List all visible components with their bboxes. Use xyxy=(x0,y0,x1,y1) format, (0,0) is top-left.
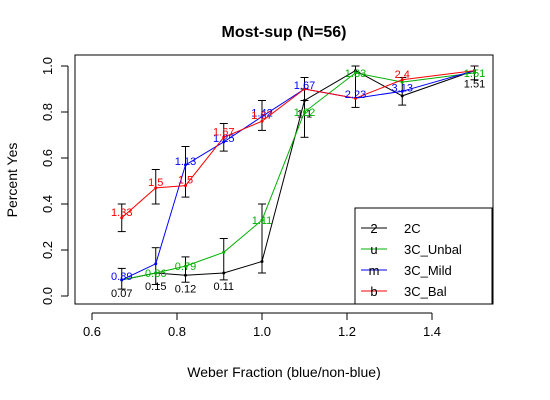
point-label-3c-unbal: 1.22 xyxy=(294,107,315,119)
data-point-3c-unbal xyxy=(303,110,306,114)
point-label-3c-mild: 1.25 xyxy=(213,133,234,145)
point-label-3c-bal: 1.5 xyxy=(178,175,193,187)
data-point-3c-unbal xyxy=(222,250,226,254)
y-tick-label: 0.6 xyxy=(40,149,55,167)
point-label-2c: 1.51 xyxy=(464,79,485,91)
data-point-3c-bal xyxy=(260,119,264,123)
data-point-3c-unbal xyxy=(473,71,476,75)
plot-frame xyxy=(74,54,494,305)
point-label-3c-mild: 0.89 xyxy=(111,271,132,283)
legend-symbol: u xyxy=(370,242,377,257)
data-point-3c-bal xyxy=(154,186,158,190)
legend-label: 3C_Bal xyxy=(404,284,447,299)
legend-symbol: b xyxy=(370,284,377,299)
data-point-2c xyxy=(222,271,226,275)
chart-title: Most-sup (N=56) xyxy=(222,24,347,41)
data-point-3c-unbal xyxy=(184,264,187,268)
data-point-3c-bal xyxy=(184,184,187,188)
y-tick-label: 0.0 xyxy=(40,287,55,305)
legend-symbol: m xyxy=(369,263,380,278)
data-point-3c-unbal xyxy=(354,71,357,75)
legend-label: 2C xyxy=(404,221,421,236)
point-label-3c-mild: 1.13 xyxy=(175,156,196,168)
data-point-3c-unbal xyxy=(260,218,264,222)
legend-symbol: 2 xyxy=(370,221,377,236)
legend-box xyxy=(354,207,493,305)
point-label-3c-unbal: 0.86 xyxy=(145,268,166,280)
data-point-3c-bal xyxy=(120,216,124,220)
data-point-3c-unbal xyxy=(154,271,158,275)
point-labels: 0.07 0.15 0.12 0.11 1.1 1.51 0.86 0.79 1.11 1.22 1… xyxy=(111,68,485,300)
x-axis: 0.6 0.8 1.0 1.2 1.4 xyxy=(83,312,441,339)
data-point-3c-bal xyxy=(222,135,226,139)
point-label-3c-bal: 1.33 xyxy=(111,207,132,219)
point-label-2c: 0.15 xyxy=(145,281,166,293)
data-point-3c-mild xyxy=(222,140,226,144)
data-point-3c-mild xyxy=(154,262,158,266)
y-tick-label: 0.4 xyxy=(40,195,55,213)
point-label-3c-unbal: 1.51 xyxy=(464,68,485,80)
data-point-2c xyxy=(260,260,264,263)
y-axis: 0.0 0.2 0.4 0.6 0.8 1.0 xyxy=(40,57,69,305)
data-point-2c xyxy=(354,69,357,73)
data-point-3c-mild xyxy=(184,163,187,167)
point-label-3c-bal: 1.67 xyxy=(251,110,272,122)
point-label-2c: 0.12 xyxy=(175,283,196,295)
point-label-3c-mild: 2.23 xyxy=(345,89,366,101)
legend-label: 3C_Unbal xyxy=(404,242,462,257)
data-point-3c-bal xyxy=(473,69,476,73)
point-label-3c-mild: 3.13 xyxy=(392,82,413,94)
point-label-2c: 0.07 xyxy=(111,288,132,300)
data-point-3c-unbal xyxy=(400,80,404,84)
y-tick-label: 0.2 xyxy=(40,241,55,259)
x-tick-label: 1.2 xyxy=(338,324,356,339)
x-tick-label: 0.8 xyxy=(168,324,186,339)
x-tick-label: 1.0 xyxy=(253,324,271,339)
y-tick-label: 1.0 xyxy=(40,57,55,75)
point-label-3c-bal: 1.67 xyxy=(213,126,234,138)
data-point-3c-bal xyxy=(354,96,357,100)
data-point-3c-bal xyxy=(303,87,306,91)
x-tick-label: 1.4 xyxy=(423,324,441,339)
legend-label: 3C_Mild xyxy=(404,263,452,278)
point-label-3c-bal: 2.4 xyxy=(395,69,410,81)
point-label-2c: 1.1 xyxy=(297,109,312,121)
data-point-3c-mild xyxy=(260,115,264,119)
point-label-3c-mild: 1.67 xyxy=(294,80,315,92)
point-label-3c-unbal: 1.33 xyxy=(345,68,366,80)
point-label-3c-bal: 1.5 xyxy=(148,177,163,189)
data-point-2c xyxy=(184,273,187,277)
x-axis-label: Weber Fraction (blue/non-blue) xyxy=(187,364,381,380)
data-point-2c xyxy=(303,99,306,102)
data-point-3c-bal xyxy=(400,78,404,82)
data-point-3c-mild xyxy=(400,89,404,93)
y-axis-label: Percent Yes xyxy=(4,143,20,218)
point-label-3c-mild: 1.42 xyxy=(251,108,272,120)
y-tick-label: 0.8 xyxy=(40,103,55,121)
point-label-3c-unbal: 0.79 xyxy=(175,261,196,273)
point-label-2c: 0.11 xyxy=(213,281,234,293)
series-group xyxy=(120,69,476,282)
data-point-2c xyxy=(400,94,404,98)
data-point-3c-mild xyxy=(120,278,124,282)
point-label-3c-unbal: 1.11 xyxy=(252,215,273,227)
x-tick-label: 0.6 xyxy=(83,324,101,339)
